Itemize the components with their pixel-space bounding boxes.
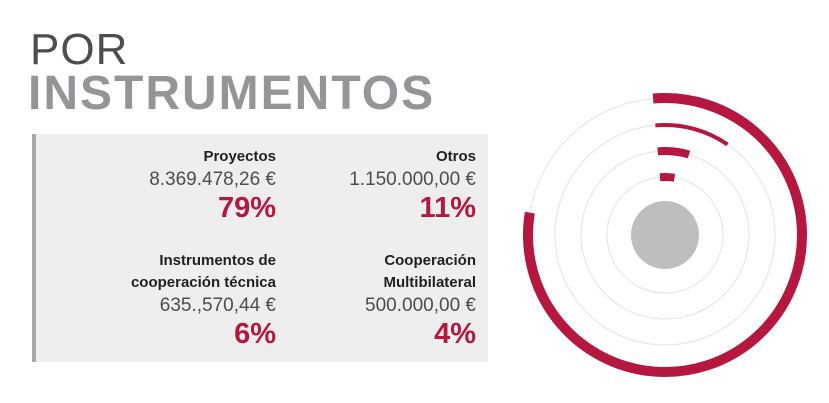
item-name-line-1: Cooperación [384, 252, 476, 269]
ring-arc-3 [657, 147, 691, 159]
radial-ring-chart [523, 93, 807, 377]
item-cooperacion-multibilateral: Cooperación Multibilateral 500.000,00 € … [216, 250, 476, 350]
instruments-panel: Proyectos 8.369.478,26 € 79% Otros 1.150… [32, 134, 488, 362]
item-amount: 500.000,00 € [365, 295, 476, 316]
item-amount: 1.150.000,00 € [349, 169, 476, 190]
item-name-line-2: cooperación técnica [130, 274, 276, 291]
item-percent: 11% [419, 192, 476, 224]
item-cooperacion-tecnica: Instrumentos de cooperación técnica 635.… [16, 250, 276, 350]
ring-arc-2 [655, 123, 729, 147]
item-amount: 635.,570,44 € [159, 295, 276, 316]
item-name-line-1: Instrumentos de [159, 252, 276, 269]
item-name: Otros [435, 148, 476, 165]
ring-arc-4 [659, 173, 676, 182]
item-percent: 79% [217, 192, 276, 224]
item-name-line-2: Multibilateral [383, 274, 476, 291]
item-percent: 4% [434, 318, 476, 350]
item-otros: Otros 1.150.000,00 € 11% [216, 146, 476, 224]
item-proyectos: Proyectos 8.369.478,26 € 79% [16, 146, 276, 224]
item-percent: 6% [234, 318, 276, 350]
item-name: Proyectos [203, 148, 276, 165]
title-line-por: POR [30, 25, 129, 74]
title-line-instrumentos: INSTRUMENTOS [28, 67, 436, 120]
center-dot [631, 201, 699, 269]
ring-arc-1 [523, 93, 807, 377]
item-amount: 8.369.478,26 € [149, 169, 276, 190]
